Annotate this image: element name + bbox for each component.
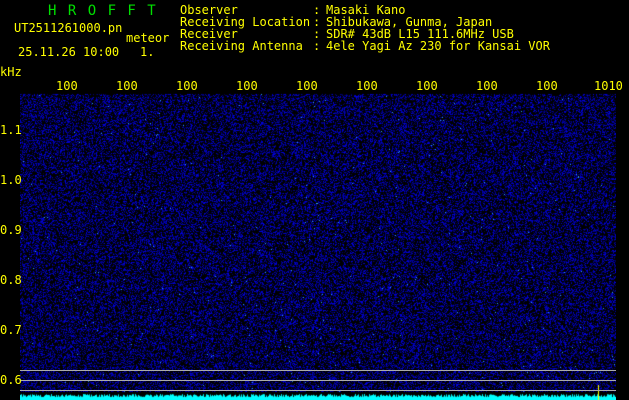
- x-tick-label: 1008: [476, 80, 498, 92]
- y-tick-label: 0.7: [0, 324, 22, 336]
- y-unit: kHz: [0, 66, 22, 78]
- x-tick-label: 1002: [116, 80, 138, 92]
- y-tick-label: 0.8: [0, 274, 22, 286]
- app-title: H R O F F T: [48, 4, 157, 18]
- field-label: Receiving Antenna: [180, 40, 303, 52]
- marker-line: [20, 390, 616, 391]
- y-tick-label: 1.0: [0, 174, 22, 186]
- meteor-label: meteor: [126, 32, 169, 44]
- x-tick-label: 1001: [56, 80, 78, 92]
- x-tick-label: 1007: [416, 80, 438, 92]
- x-tick-label: 1010: [594, 80, 624, 92]
- marker-line: [20, 370, 616, 371]
- x-tick-label: 1004: [236, 80, 258, 92]
- y-tick-label: 0.6: [0, 374, 22, 386]
- y-tick-label: 1.1: [0, 124, 22, 136]
- field-value: 4ele Yagi Az 230 for Kansai VOR: [326, 40, 550, 52]
- datetime: 25.11.26 10:00: [18, 46, 119, 58]
- x-tick-label: 1009: [536, 80, 558, 92]
- x-tick-label: 1006: [356, 80, 378, 92]
- marker-line: [20, 380, 616, 381]
- x-tick-label: 1003: [176, 80, 198, 92]
- colon: :: [313, 40, 320, 52]
- y-tick-label: 0.9: [0, 224, 22, 236]
- filename: UT2511261000.pn: [14, 22, 122, 34]
- count: 1.: [140, 46, 154, 58]
- x-tick-label: 1005: [296, 80, 318, 92]
- spectrogram: [20, 80, 616, 400]
